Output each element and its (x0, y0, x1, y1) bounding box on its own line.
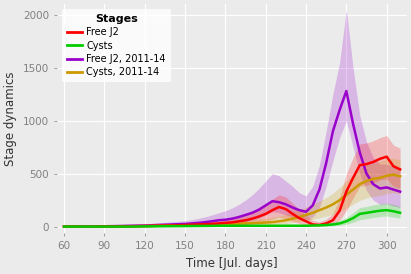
Y-axis label: Stage dynamics: Stage dynamics (4, 71, 17, 166)
X-axis label: Time [Jul. days]: Time [Jul. days] (186, 257, 278, 270)
Legend: Free J2, Cysts, Free J2, 2011-14, Cysts, 2011-14: Free J2, Cysts, Free J2, 2011-14, Cysts,… (62, 9, 171, 82)
